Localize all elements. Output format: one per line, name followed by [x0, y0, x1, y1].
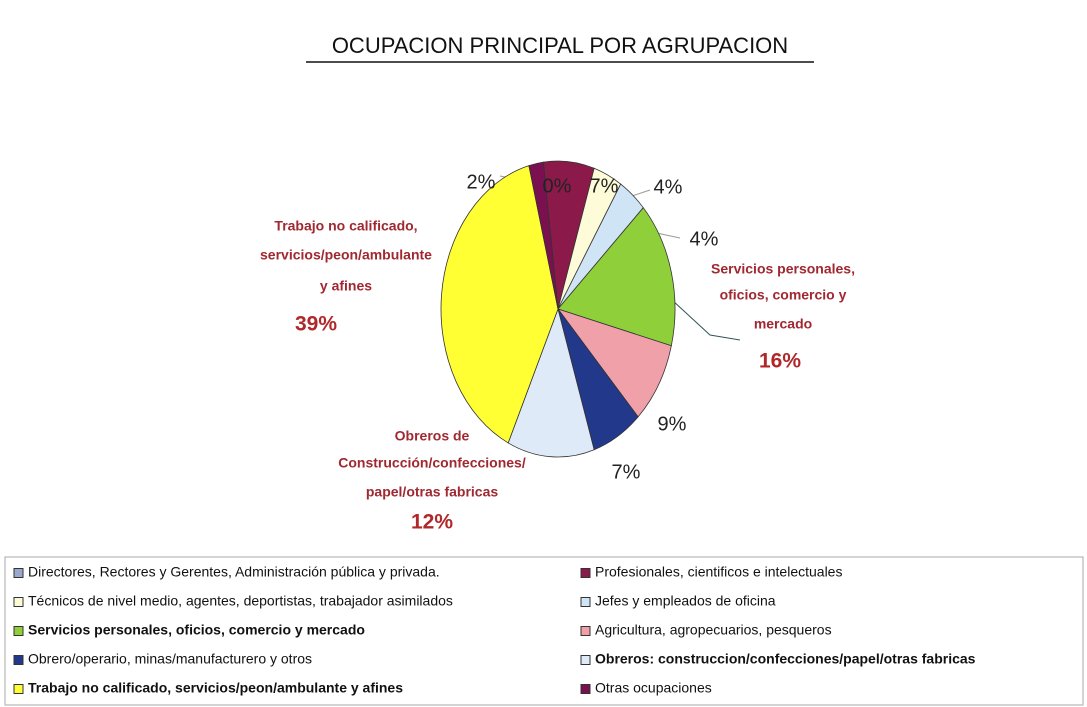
legend-swatch	[13, 626, 24, 636]
legend-swatch	[580, 655, 591, 665]
legend-label: Obrero/operario, minas/manufacturero y o…	[28, 651, 312, 667]
annotation: mercado	[754, 316, 812, 332]
value-label: 12%	[411, 511, 453, 534]
annotation: oficios, comercio y	[720, 287, 847, 303]
annotation: Construcción/confecciones/	[338, 455, 526, 471]
value-label: 9%	[658, 413, 687, 435]
legend-swatch	[13, 655, 24, 665]
pie-slice	[556, 308, 672, 418]
value-label: 4%	[654, 176, 683, 198]
legend-label: Trabajo no calificado, servicios/peon/am…	[28, 680, 403, 696]
leader-line	[671, 299, 741, 341]
legend-swatch	[13, 597, 24, 607]
value-label: 4%	[690, 228, 719, 250]
value-label: 16%	[759, 350, 801, 373]
annotation: servicios/peon/ambulante	[260, 247, 432, 263]
pie-slice	[557, 207, 676, 347]
pie-slice	[528, 161, 559, 310]
annotation: Obreros de	[395, 428, 470, 444]
legend-label: Agricultura, agropecuarios, pesqueros	[595, 622, 832, 638]
legend-swatch	[580, 597, 591, 607]
annotation: Trabajo no calificado,	[274, 218, 417, 234]
pie-slice	[440, 165, 559, 444]
legend-swatch	[13, 684, 24, 694]
value-label: 7%	[590, 175, 619, 197]
legend-box	[4, 556, 1084, 706]
legend-label: Obreros: construccion/confecciones/papel…	[595, 651, 976, 667]
value-label: 39%	[295, 313, 337, 336]
annotation: y afines	[320, 278, 372, 294]
value-label: 0%	[543, 175, 572, 197]
value-label: 7%	[612, 461, 641, 483]
legend-label: Otras ocupaciones	[595, 680, 712, 696]
leader-line	[631, 189, 651, 197]
legend-label: Jefes y empleados de oficina	[595, 593, 776, 609]
legend-swatch	[580, 684, 591, 694]
annotation: Servicios personales,	[711, 261, 855, 277]
chart-title: OCUPACION PRINCIPAL POR AGRUPACION	[332, 33, 788, 58]
pie-slice	[507, 307, 595, 458]
legend-swatch	[580, 568, 591, 578]
legend-label: Técnicos de nivel medio, agentes, deport…	[28, 593, 453, 609]
legend-swatch	[580, 626, 591, 636]
legend-label: Directores, Rectores y Gerentes, Adminis…	[28, 564, 440, 580]
value-label: 2%	[467, 171, 496, 193]
legend-label: Profesionales, cientificos e intelectual…	[595, 564, 842, 580]
legend-label: Servicios personales, oficios, comercio …	[28, 622, 365, 638]
legend-swatch	[13, 568, 24, 578]
annotation: papel/otras fabricas	[366, 484, 498, 500]
